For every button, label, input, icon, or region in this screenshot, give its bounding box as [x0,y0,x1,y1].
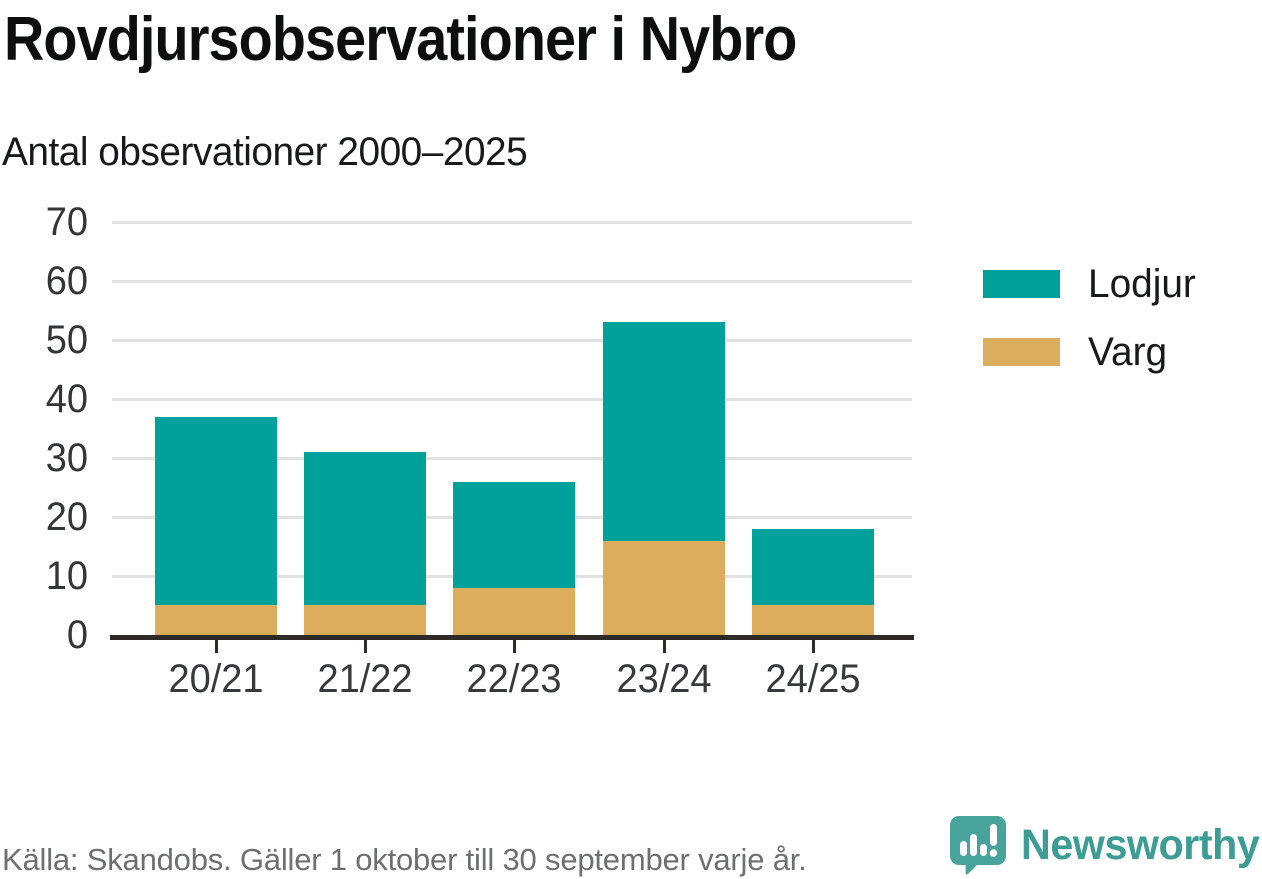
gridline [112,279,912,283]
x-axis-line [110,635,914,640]
bar-segment-varg [752,605,874,635]
y-tick-label: 50 [45,318,88,362]
bar-segment-lodjur [752,528,874,606]
x-axis-tick [662,640,666,653]
bar-segment-varg [603,540,725,635]
legend-item-lodjur: Lodjur [983,264,1199,304]
legend-label-lodjur: Lodjur [1088,262,1196,306]
bar-group-20-21 [155,416,277,635]
bar-group-21-22 [304,452,426,635]
x-tick-label: 22/23 [466,657,562,701]
bar-segment-lodjur [603,322,725,541]
y-tick-label: 60 [45,259,88,303]
bar-segment-varg [304,605,426,635]
x-tick-label: 23/24 [616,657,712,701]
y-tick-label: 40 [45,377,88,421]
y-tick-label: 70 [45,200,88,244]
legend-label-varg: Varg [1088,330,1168,374]
y-tick-label: 0 [66,613,88,657]
gridline [112,220,912,224]
y-tick-label: 10 [45,554,88,598]
legend-swatch-lodjur [983,270,1060,298]
bar-group-22-23 [453,481,575,635]
legend-swatch-varg [983,338,1060,366]
bar-segment-lodjur [453,481,575,588]
x-tick-label: 24/25 [765,657,861,701]
chart-speech-bubble-icon [950,816,1006,875]
bar-group-23-24 [603,322,725,635]
newsworthy-logo-text: Newsworthy [1021,820,1260,869]
x-tick-label: 21/22 [317,657,413,701]
page-subtitle: Antal observationer 2000–2025 [2,130,528,174]
legend-item-varg: Varg [983,332,1199,372]
chart-legend: Lodjur Varg [983,264,1199,400]
gridline [112,456,912,460]
newsworthy-logo[interactable]: Newsworthy [949,815,1262,875]
source-attribution-text: Källa: Skandobs. Gäller 1 oktober till 3… [2,842,807,877]
page-title: Rovdjursobservationer i Nybro [4,5,797,74]
bar-segment-lodjur [304,452,426,606]
y-tick-label: 20 [45,495,88,539]
bar-group-24-25 [752,528,874,635]
gridline [112,338,912,342]
x-axis-tick [214,640,218,653]
bar-segment-varg [453,587,575,635]
x-axis-tick [363,640,367,653]
y-tick-label: 30 [45,436,88,480]
bar-segment-varg [155,605,277,635]
x-axis-tick [512,640,516,653]
gridline [112,397,912,401]
x-tick-label: 20/21 [168,657,264,701]
x-axis-tick [811,640,815,653]
bar-segment-lodjur [155,416,277,606]
